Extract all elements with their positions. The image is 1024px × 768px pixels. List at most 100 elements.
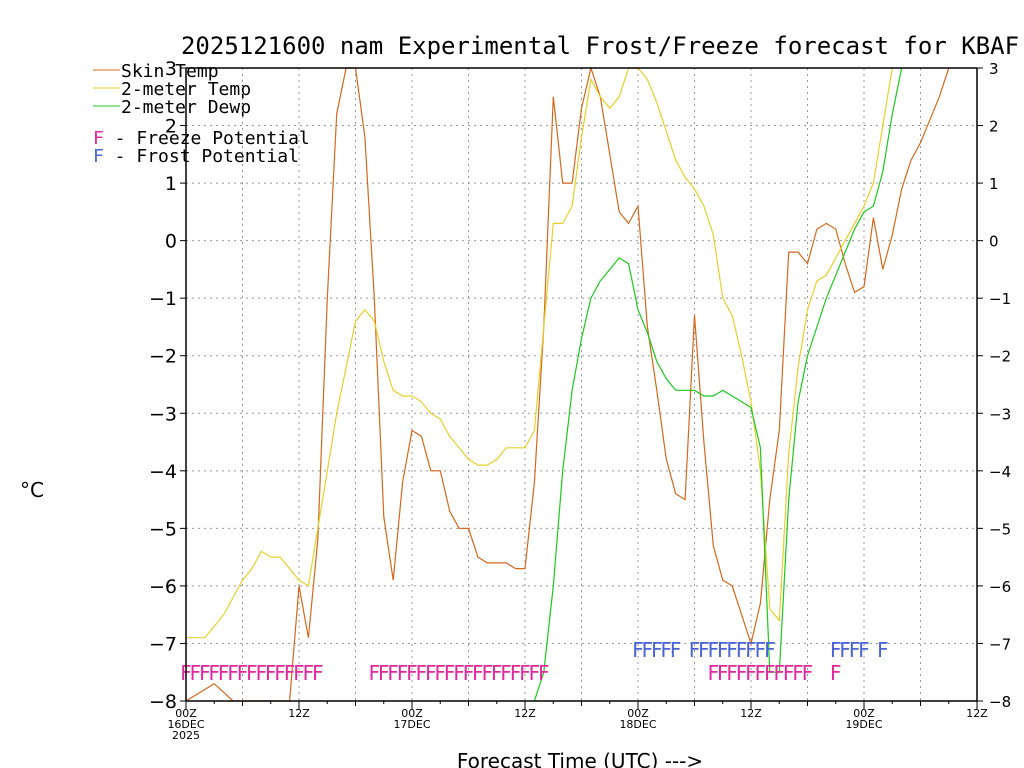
freeze-potential-marker: F	[529, 661, 541, 685]
freeze-potential-marker: F	[519, 661, 531, 685]
axes	[180, 67, 983, 709]
legend-skin-label: Skin Temp	[121, 61, 219, 82]
frost-potential-marker: F	[698, 638, 710, 662]
freeze-potential-marker: F	[416, 661, 428, 685]
y-tick-label-left: −1	[149, 288, 177, 310]
x-tick-label: 2025	[172, 729, 200, 742]
y-tick-label-right: −1	[989, 290, 1011, 308]
legend-freeze-letter: F	[93, 128, 104, 149]
y-tick-label-left: −3	[149, 403, 177, 425]
freeze-potential-marker: F	[736, 661, 748, 685]
y-tick-label-right: −4	[989, 463, 1011, 481]
freeze-potential-marker: F	[303, 661, 315, 685]
y-tick-label-right: 1	[989, 175, 999, 193]
x-tick-label: 12Z	[514, 707, 536, 720]
chart-title: 2025121600 nam Experimental Frost/Freeze…	[181, 32, 1019, 60]
frost-potential-marker: F	[764, 638, 776, 662]
freeze-potential-marker: F	[227, 661, 239, 685]
y-tick-label-right: −8	[989, 693, 1011, 711]
legend-freeze-entry: F - Freeze Potential	[93, 128, 310, 149]
freeze-potential-marker: F	[830, 661, 842, 685]
freeze-potential-marker: F	[755, 661, 767, 685]
legend-frost-letter: F	[93, 146, 104, 167]
frost-potential-marker: F	[736, 638, 748, 662]
x-tick-label: 12Z	[966, 707, 988, 720]
frost-potential-marker: F	[670, 638, 682, 662]
freeze-potential-marker: F	[472, 661, 484, 685]
frost-potential-marker: F	[830, 638, 842, 662]
freeze-potential-marker: F	[491, 661, 503, 685]
freeze-potential-marker: F	[482, 661, 494, 685]
freeze-potential-marker: F	[510, 661, 522, 685]
series-line-2-meter-dewp	[533, 67, 903, 702]
x-tick-label: 00Z	[853, 707, 875, 720]
freeze-potential-marker: F	[717, 661, 729, 685]
y-tick-label-right: −2	[989, 348, 1011, 366]
freeze-potential-marker: F	[218, 661, 230, 685]
x-tick-label: 16DEC	[167, 718, 204, 731]
y-tick-label-right: −7	[989, 635, 1011, 653]
x-tick-label: 00Z	[401, 707, 423, 720]
x-tick-label: 12Z	[288, 707, 310, 720]
freeze-potential-marker: F	[274, 661, 286, 685]
frost-potential-marker: F	[708, 638, 720, 662]
y-tick-label-left: 2	[165, 116, 177, 138]
x-tick-label: 17DEC	[393, 718, 430, 731]
x-tick-label: 19DEC	[845, 718, 882, 731]
y-tick-label-right: 2	[989, 118, 999, 136]
freeze-potential-marker: F	[425, 661, 437, 685]
y-axis-label: °C	[20, 478, 44, 502]
x-tick-label: 12Z	[740, 707, 762, 720]
freeze-potential-marker: F	[708, 661, 720, 685]
frost-potential-marker: F	[660, 638, 672, 662]
freeze-potential-marker: F	[256, 661, 268, 685]
y-tick-label-left: −5	[149, 518, 177, 540]
grid	[186, 68, 977, 701]
legend: Skin Temp 2-meter Temp 2-meter Dewp F - …	[93, 61, 310, 167]
y-tick-label-right: −6	[989, 578, 1011, 596]
freeze-potential-marker: F	[463, 661, 475, 685]
freeze-potential-marker: F	[237, 661, 249, 685]
freeze-potential-marker: F	[773, 661, 785, 685]
freeze-potential-marker: F	[434, 661, 446, 685]
freeze-potential-marker: F	[802, 661, 814, 685]
freeze-potential-marker: F	[312, 661, 324, 685]
freeze-potential-marker: F	[444, 661, 456, 685]
freeze-potential-marker: F	[387, 661, 399, 685]
frost-potential-marker: F	[632, 638, 644, 662]
y-tick-label-left: −7	[149, 633, 177, 655]
legend-frost-entry: F - Frost Potential	[93, 146, 299, 167]
freeze-potential-marker: F	[369, 661, 381, 685]
freeze-potential-marker: F	[764, 661, 776, 685]
freeze-potential-marker: F	[378, 661, 390, 685]
x-tick-label: 18DEC	[619, 718, 656, 731]
freeze-potential-marker: F	[265, 661, 277, 685]
y-tick-label-left: 1	[165, 173, 177, 195]
frost-potential-marker: F	[755, 638, 767, 662]
y-tick-label-left: 0	[165, 231, 177, 253]
frost-potential-marker: F	[745, 638, 757, 662]
x-tick-label: 00Z	[627, 707, 649, 720]
freeze-potential-marker: F	[783, 661, 795, 685]
frost-potential-marker: F	[877, 638, 889, 662]
freeze-potential-marker: F	[190, 661, 202, 685]
frost-potential-marker: F	[839, 638, 851, 662]
y-tick-label-left: −8	[149, 691, 177, 713]
frost-potential-marker: F	[858, 638, 870, 662]
frost-potential-marker: F	[717, 638, 729, 662]
x-tick-label: 00Z	[175, 707, 197, 720]
freeze-potential-marker: F	[406, 661, 418, 685]
freeze-potential-marker: F	[726, 661, 738, 685]
tick-labels: −8 −8 −7 −7 −6 −6 −5 −5 −4 −4 −3 −3 −2 −2 −1 −1 0 0 1 1 2 2 3 3…	[149, 58, 1011, 742]
frost-potential-marker: F	[849, 638, 861, 662]
frost-potential-marker: F	[642, 638, 654, 662]
frost-potential-marker: F	[689, 638, 701, 662]
y-tick-label-right: −5	[989, 520, 1011, 538]
y-tick-label-left: −2	[149, 346, 177, 368]
freeze-potential-marker: F	[208, 661, 220, 685]
series-line-skin-temp	[186, 67, 950, 702]
x-axis-label: Forecast Time (UTC) --->	[457, 749, 703, 768]
freeze-potential-marker: F	[500, 661, 512, 685]
